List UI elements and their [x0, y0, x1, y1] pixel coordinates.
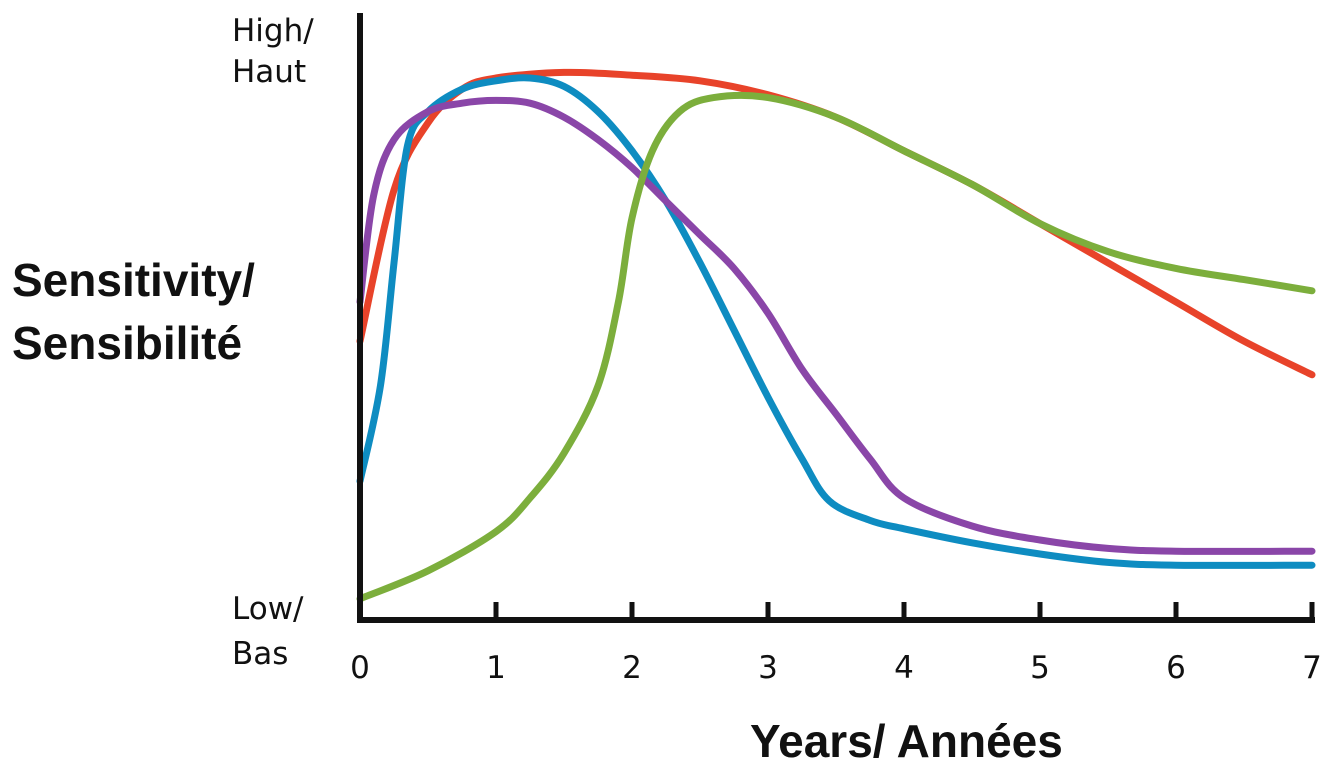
y-low-label-line1: Low/ [232, 591, 304, 627]
x-tick-label: 1 [486, 650, 506, 686]
y-low-label-line2: Bas [232, 636, 288, 672]
x-tick-label: 4 [894, 650, 914, 686]
series-line-green [356, 92, 1316, 603]
y-axis-title-line1: Sensitivity/ [12, 254, 255, 306]
x-tick-label: 7 [1302, 650, 1322, 686]
series-line-purple [356, 96, 1316, 555]
x-tick-label: 3 [758, 650, 778, 686]
series-layer [356, 68, 1316, 603]
y-high-label-line2: Haut [232, 54, 306, 90]
series-line-blue [356, 74, 1316, 569]
y-axis-title-line2: Sensibilité [12, 317, 242, 369]
x-tick-label: 2 [622, 650, 642, 686]
x-axis-title: Years/ Années [750, 715, 1063, 761]
x-tick-label: 0 [350, 650, 370, 686]
x-ticks: 0 1 2 3 4 5 6 7 [350, 602, 1322, 686]
x-tick-label: 5 [1030, 650, 1050, 686]
x-tick-label: 6 [1166, 650, 1186, 686]
y-high-label-line1: High/ [232, 13, 314, 49]
